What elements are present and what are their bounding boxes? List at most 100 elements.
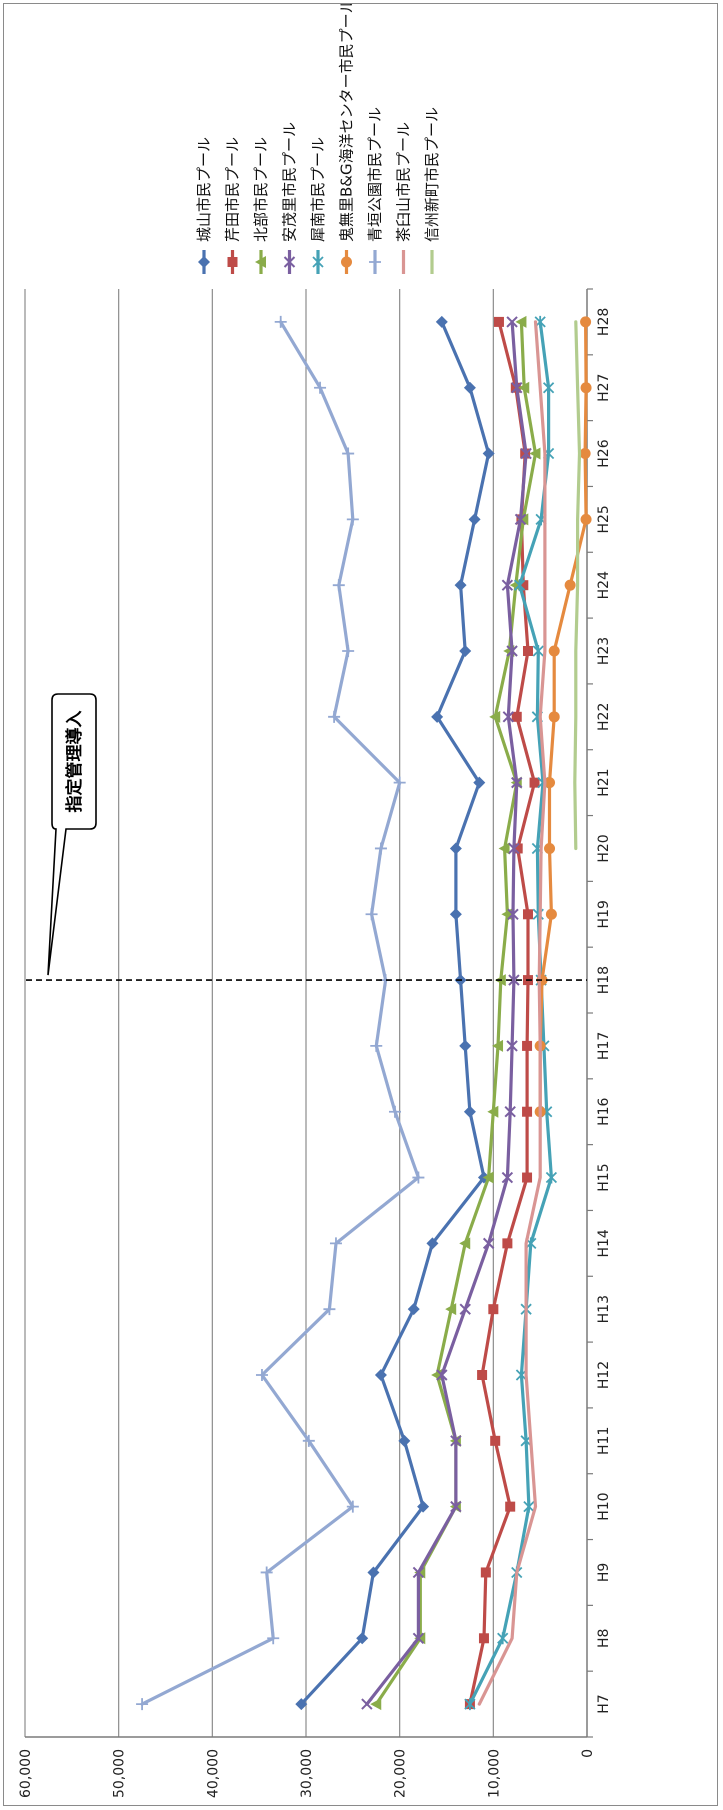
data-point xyxy=(450,1500,462,1513)
data-point xyxy=(545,908,557,920)
data-point xyxy=(302,1434,315,1447)
category-tick-label: H7 xyxy=(596,1694,612,1713)
legend-label: 青垣公園市民プール xyxy=(366,107,384,242)
category-tick-label: H25 xyxy=(596,505,612,533)
data-point xyxy=(468,513,481,526)
category-tick-label: H8 xyxy=(596,1629,612,1648)
data-point xyxy=(522,909,533,920)
data-point xyxy=(579,448,591,460)
legend-label: 信州新町市民プール xyxy=(423,107,441,242)
data-point xyxy=(445,1303,457,1316)
legend-label: 北部市民プール xyxy=(252,137,270,242)
data-point xyxy=(511,711,522,722)
data-point xyxy=(514,513,527,526)
category-tick-label: H24 xyxy=(596,571,612,599)
data-point xyxy=(473,776,486,789)
data-point xyxy=(564,579,576,591)
data-point xyxy=(493,316,504,327)
data-point xyxy=(426,1237,439,1250)
legend-label: 茶臼山市民プール xyxy=(395,122,413,242)
data-point xyxy=(544,777,556,789)
data-point xyxy=(523,1500,535,1513)
data-point xyxy=(487,1105,499,1118)
data-point xyxy=(529,447,541,460)
data-point xyxy=(295,1698,308,1711)
data-point xyxy=(412,1566,425,1579)
legend-item: 芹田市民プール xyxy=(224,137,242,274)
data-point xyxy=(511,382,523,394)
data-point xyxy=(329,1237,342,1250)
data-point xyxy=(374,842,387,855)
data-point xyxy=(412,1171,425,1184)
data-point xyxy=(522,1172,533,1183)
data-point xyxy=(502,711,515,723)
data-point xyxy=(498,842,510,855)
data-point xyxy=(489,710,501,723)
data-point xyxy=(463,1105,476,1118)
category-tick-label: H22 xyxy=(596,703,612,731)
data-point xyxy=(412,1632,425,1644)
data-point xyxy=(512,843,523,854)
data-point xyxy=(449,908,462,921)
data-point xyxy=(506,645,518,657)
data-point xyxy=(507,908,519,920)
data-point xyxy=(490,1435,501,1446)
data-point xyxy=(501,1171,514,1184)
category-tick-label: H9 xyxy=(596,1563,612,1582)
data-point xyxy=(459,645,472,657)
value-tick-label: 60,000 xyxy=(18,1749,34,1798)
data-point xyxy=(532,645,544,657)
legend-item: 北部市民プール xyxy=(252,137,270,274)
data-point xyxy=(501,579,514,591)
data-point xyxy=(508,974,520,986)
data-point xyxy=(274,315,287,328)
series-line xyxy=(573,320,582,851)
legend-item: 犀南市民プール xyxy=(309,137,327,274)
annotation-callout xyxy=(47,693,97,976)
data-point xyxy=(367,1566,380,1579)
legend-swatch-marker xyxy=(341,256,352,268)
data-point xyxy=(370,1698,382,1711)
data-point xyxy=(517,513,529,526)
category-tick-label: H12 xyxy=(596,1361,612,1389)
data-point xyxy=(477,1370,488,1380)
data-point xyxy=(520,447,532,460)
legend-item: 城山市民プール xyxy=(195,137,213,274)
data-point xyxy=(522,1040,533,1051)
category-tick-label: H15 xyxy=(596,1163,612,1191)
data-point xyxy=(393,776,406,789)
data-point xyxy=(255,1369,268,1381)
series-line xyxy=(365,320,528,1706)
category-tick-label: H28 xyxy=(596,308,612,336)
data-point xyxy=(548,711,560,723)
data-point xyxy=(522,1106,533,1117)
legend-label: 犀南市民プール xyxy=(309,137,327,242)
data-point xyxy=(505,1501,516,1512)
data-point xyxy=(542,381,555,394)
series-group xyxy=(136,315,592,1711)
data-point xyxy=(518,381,530,394)
data-point xyxy=(267,1632,280,1645)
data-point xyxy=(342,645,355,657)
legend-label: 鬼無里B&G海洋センター市民プール xyxy=(338,4,356,242)
legend-swatch-marker xyxy=(227,257,238,267)
legend-item: 青垣公園市民プール xyxy=(366,107,384,274)
value-tick-label: 40,000 xyxy=(205,1749,221,1798)
data-point xyxy=(515,315,527,328)
data-point xyxy=(511,776,523,789)
data-point xyxy=(361,1698,373,1710)
category-tick-label: H21 xyxy=(596,768,612,796)
data-point xyxy=(482,1237,495,1250)
legend-swatch-marker xyxy=(198,256,210,268)
data-point xyxy=(346,1500,359,1513)
data-point xyxy=(435,315,448,328)
data-point xyxy=(548,645,560,657)
data-point xyxy=(508,842,520,855)
data-point xyxy=(464,1698,476,1711)
category-tick-label: H18 xyxy=(596,966,612,994)
data-point xyxy=(580,513,592,525)
series xyxy=(136,315,425,1711)
data-point xyxy=(522,646,533,656)
data-point xyxy=(260,1566,273,1579)
legend: 城山市民プール 芹田市民プール 北部市民プール 安茂里市民プール 犀南市民プール 鬼無里B… xyxy=(195,4,441,274)
